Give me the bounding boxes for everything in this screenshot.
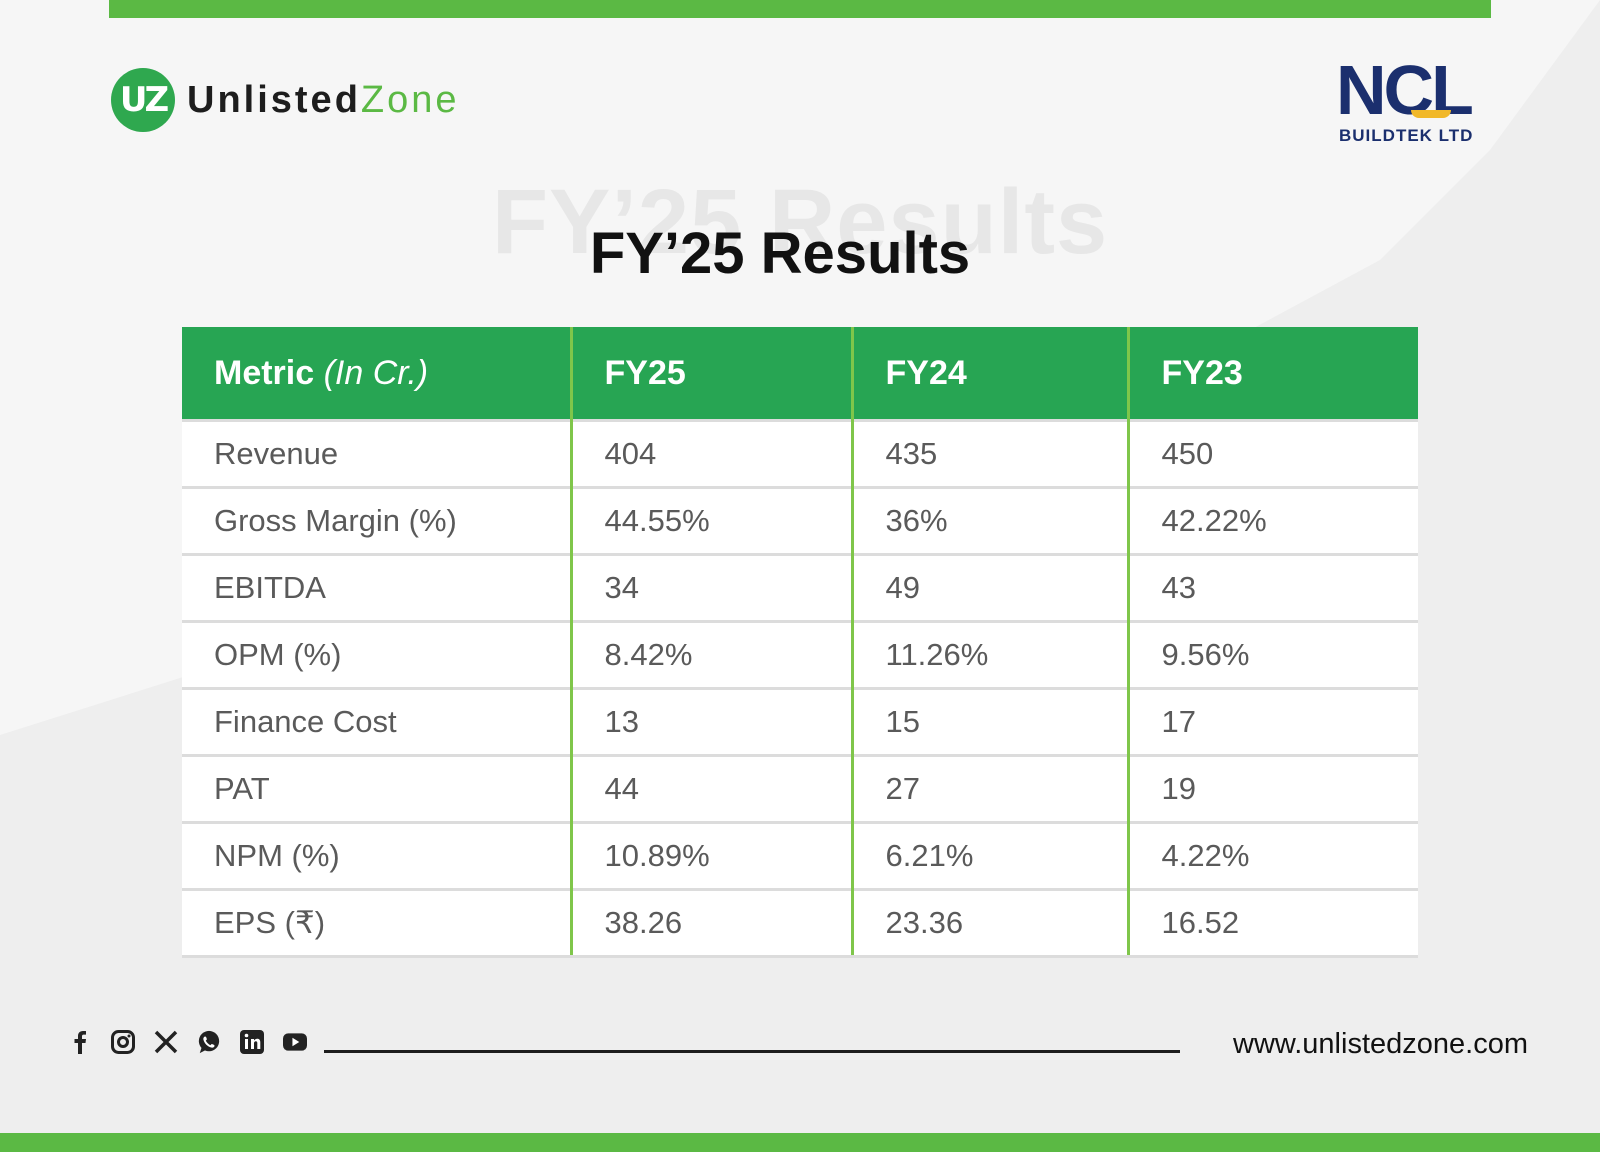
cell-fy25: 44 — [569, 754, 852, 823]
table-row: Revenue 404 435 450 — [182, 419, 1418, 488]
x-icon[interactable] — [154, 1030, 178, 1054]
cell-fy24: 11.26% — [850, 620, 1128, 689]
row-metric: Gross Margin (%) — [182, 486, 571, 555]
ncl-logo-main: NCL — [1336, 51, 1474, 129]
cell-fy23: 42.22% — [1126, 486, 1418, 555]
cell-fy23: 19 — [1126, 754, 1418, 823]
cell-fy23: 450 — [1126, 419, 1418, 488]
results-table: Metric (In Cr.) FY25 FY24 FY23 Revenue 4… — [182, 327, 1418, 958]
cell-fy23: 9.56% — [1126, 620, 1418, 689]
uz-logo-mark: UZ — [111, 68, 175, 132]
youtube-icon[interactable] — [283, 1030, 307, 1054]
cell-fy24: 49 — [850, 553, 1128, 622]
website-link[interactable]: www.unlistedzone.com — [1233, 1028, 1528, 1060]
row-metric: OPM (%) — [182, 620, 571, 689]
uz-logo-word-zone: Zone — [360, 78, 460, 121]
facebook-icon[interactable] — [68, 1030, 92, 1054]
header-fy24: FY24 — [850, 327, 1128, 421]
unlistedzone-logo: UZ UnlistedZone — [111, 66, 460, 134]
cell-fy25: 8.42% — [569, 620, 852, 689]
cell-fy25: 13 — [569, 687, 852, 756]
cell-fy25: 38.26 — [569, 888, 852, 958]
row-metric: EPS (₹) — [182, 888, 571, 958]
cell-fy24: 23.36 — [850, 888, 1128, 958]
uz-logo-word-unlisted: Unlisted — [187, 78, 361, 121]
title-watermark: FY’25 Results — [491, 171, 1109, 273]
cell-fy24: 435 — [850, 419, 1128, 488]
cell-fy24: 15 — [850, 687, 1128, 756]
cell-fy25: 34 — [569, 553, 852, 622]
cell-fy24: 36% — [850, 486, 1128, 555]
cell-fy23: 43 — [1126, 553, 1418, 622]
cell-fy24: 27 — [850, 754, 1128, 823]
uz-logo-text: UnlistedZone — [187, 79, 460, 122]
bottom-accent-bar — [0, 1133, 1600, 1152]
ncl-logo-arc — [1411, 110, 1451, 118]
header-fy25: FY25 — [569, 327, 852, 421]
header-fy23: FY23 — [1126, 327, 1418, 421]
row-metric: NPM (%) — [182, 821, 571, 890]
table-row: PAT 44 27 19 — [182, 754, 1418, 823]
table-header-row: Metric (In Cr.) FY25 FY24 FY23 — [182, 327, 1418, 421]
cell-fy25: 44.55% — [569, 486, 852, 555]
table-row: NPM (%) 10.89% 6.21% 4.22% — [182, 821, 1418, 890]
table-row: EPS (₹) 38.26 23.36 16.52 — [182, 888, 1418, 958]
instagram-icon[interactable] — [111, 1030, 135, 1054]
ncl-logo-sub: BUILDTEK LTD — [1339, 126, 1474, 145]
linkedin-icon[interactable] — [240, 1030, 264, 1054]
cell-fy23: 4.22% — [1126, 821, 1418, 890]
cell-fy24: 6.21% — [850, 821, 1128, 890]
table-row: Gross Margin (%) 44.55% 36% 42.22% — [182, 486, 1418, 555]
social-icons — [68, 1030, 326, 1054]
footer-divider — [324, 1050, 1180, 1053]
cell-fy25: 10.89% — [569, 821, 852, 890]
table-row: EBITDA 34 49 43 — [182, 553, 1418, 622]
top-accent-bar — [109, 0, 1491, 18]
cell-fy25: 404 — [569, 419, 852, 488]
header-metric: Metric (In Cr.) — [182, 327, 571, 421]
header-metric-unit: (In Cr.) — [323, 353, 429, 392]
page-title: FY’25 Results — [589, 221, 971, 286]
table-row: Finance Cost 13 15 17 — [182, 687, 1418, 756]
cell-fy23: 16.52 — [1126, 888, 1418, 958]
row-metric: EBITDA — [182, 553, 571, 622]
uz-logo-mark-text: UZ — [119, 80, 169, 120]
row-metric: Finance Cost — [182, 687, 571, 756]
whatsapp-icon[interactable] — [197, 1030, 221, 1054]
row-metric: Revenue — [182, 419, 571, 488]
ncl-buildtek-logo: NCL BUILDTEK LTD — [1336, 51, 1488, 146]
cell-fy23: 17 — [1126, 687, 1418, 756]
header-metric-label: Metric — [214, 353, 315, 392]
row-metric: PAT — [182, 754, 571, 823]
table-row: OPM (%) 8.42% 11.26% 9.56% — [182, 620, 1418, 689]
